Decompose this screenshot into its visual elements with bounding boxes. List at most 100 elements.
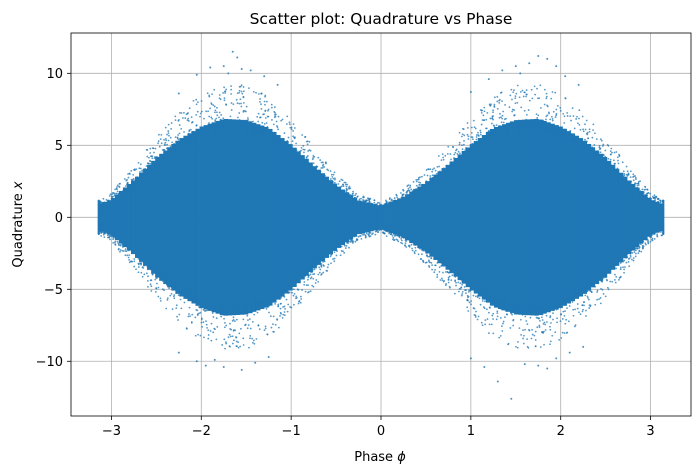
scatter-point (659, 201, 662, 204)
scatter-point (322, 255, 325, 258)
scatter-point (460, 135, 463, 138)
scatter-point (594, 285, 597, 288)
scatter-point (572, 308, 575, 311)
scatter-point (397, 240, 400, 243)
scatter-point (575, 118, 578, 120)
scatter-point (637, 252, 640, 255)
scatter-point (255, 91, 257, 94)
scatter-point (514, 311, 517, 314)
scatter-point (632, 179, 635, 182)
scatter-point (463, 134, 466, 137)
scatter-point (252, 339, 255, 342)
scatter-point (355, 192, 357, 195)
scatter-point (355, 238, 358, 241)
scatter-point (646, 192, 649, 195)
scatter-point (392, 236, 395, 239)
scatter-point (588, 130, 591, 133)
scatter-point (468, 301, 471, 304)
scatter-point (156, 282, 158, 285)
scatter-point (121, 190, 124, 193)
scatter-point (345, 187, 348, 190)
scatter-point (496, 315, 499, 318)
scatter-point (601, 288, 604, 291)
scatter-point (213, 126, 216, 128)
scatter-point-cloud (582, 140, 588, 294)
scatter-point (538, 306, 541, 308)
scatter-point (273, 131, 276, 134)
scatter-point (562, 310, 565, 313)
scatter-point (475, 310, 477, 313)
scatter-point (520, 310, 523, 313)
scatter-point (536, 117, 539, 119)
scatter-point (404, 194, 407, 197)
scatter-point (545, 95, 548, 98)
scatter-point (517, 119, 520, 122)
scatter-point (300, 158, 303, 161)
scatter-point (615, 264, 617, 267)
scatter-point (483, 110, 486, 113)
scatter-point (640, 250, 643, 253)
scatter-point (563, 128, 566, 131)
scatter-point (638, 250, 641, 253)
scatter-point (179, 298, 182, 301)
scatter-point-cloud (381, 204, 386, 230)
scatter-point (203, 131, 206, 134)
scatter-point (214, 310, 217, 313)
scatter-point (245, 305, 248, 307)
scatter-point (526, 345, 529, 348)
scatter-point (545, 128, 548, 131)
scatter-point (544, 323, 547, 326)
scatter-point (252, 90, 255, 93)
scatter-point-cloud (610, 164, 616, 270)
scatter-point (137, 263, 140, 266)
scatter-point (617, 261, 620, 264)
scatter-point-cloud (477, 138, 483, 297)
scatter-point (625, 165, 628, 168)
scatter-point-outlier (514, 65, 517, 68)
scatter-point (512, 305, 514, 308)
scatter-point-cloud (445, 164, 450, 270)
scatter-point (253, 302, 256, 305)
scatter-point (577, 295, 580, 298)
scatter-point (245, 105, 248, 108)
scatter-point (344, 247, 347, 249)
scatter-point (461, 291, 464, 293)
scatter-point (578, 123, 581, 126)
scatter-point (112, 241, 114, 244)
scatter-point (640, 192, 643, 195)
scatter-point (216, 111, 218, 114)
scatter-point-outlier (537, 364, 540, 367)
scatter-point (220, 309, 222, 312)
scatter-point (210, 123, 213, 126)
scatter-point (147, 285, 149, 288)
scatter-point (511, 98, 513, 101)
scatter-point (582, 308, 584, 311)
scatter-point (276, 292, 278, 295)
scatter-point (644, 194, 647, 196)
scatter-point (450, 279, 453, 282)
scatter-point (539, 308, 542, 310)
scatter-point (259, 116, 261, 119)
scatter-point (108, 194, 111, 197)
scatter-point-cloud (284, 141, 289, 294)
scatter-point (454, 158, 457, 161)
scatter-point (497, 303, 500, 306)
scatter-point (268, 311, 270, 314)
scatter-point (436, 276, 439, 278)
scatter-point (448, 268, 451, 271)
scatter-point (223, 99, 226, 102)
scatter-point (260, 92, 263, 95)
scatter-point (416, 178, 419, 181)
scatter-point (488, 295, 491, 297)
scatter-point (467, 310, 470, 312)
scatter-point (166, 298, 169, 301)
scatter-point (201, 325, 204, 328)
scatter-point (513, 109, 516, 111)
scatter-point (551, 119, 554, 122)
scatter-point (609, 158, 612, 161)
scatter-point (307, 270, 310, 273)
scatter-point (281, 317, 284, 319)
scatter-point-cloud (433, 174, 438, 260)
scatter-point (222, 312, 225, 315)
scatter-point (99, 231, 102, 233)
